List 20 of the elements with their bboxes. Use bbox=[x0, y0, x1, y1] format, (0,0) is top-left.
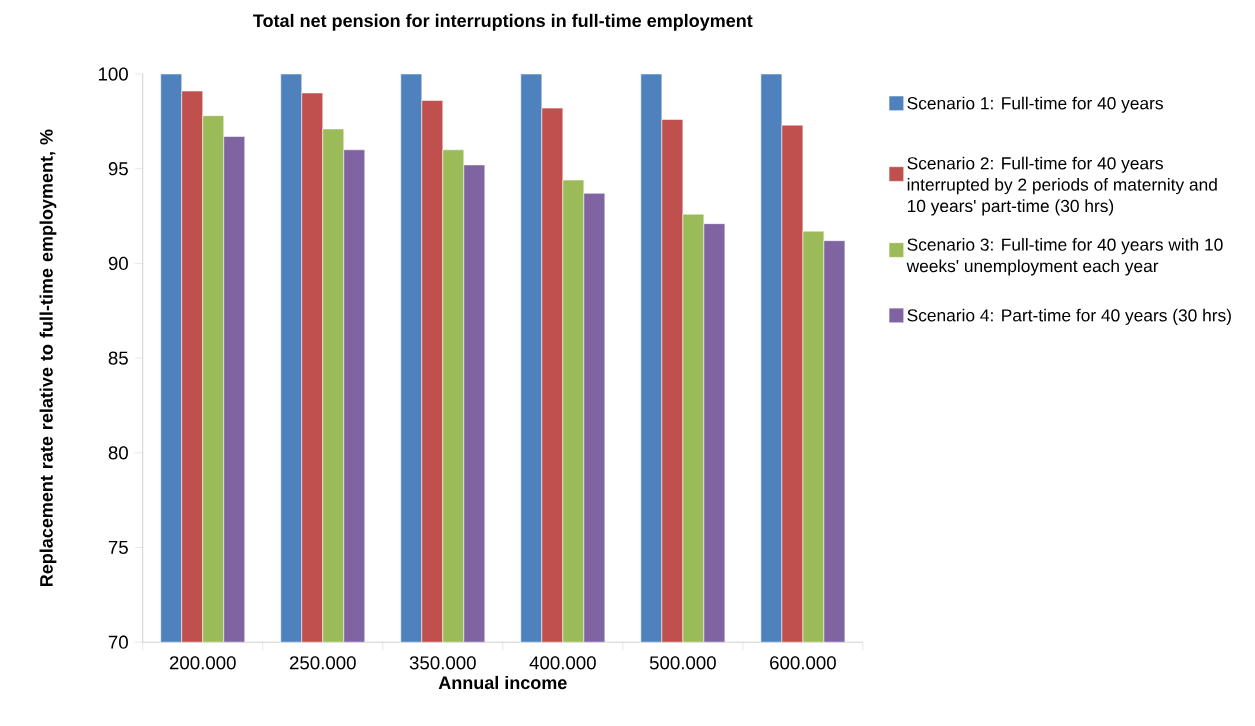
x-tick-label: 250.000 bbox=[289, 656, 356, 670]
x-axis-title: Annual income bbox=[438, 675, 567, 690]
x-tick-label: 600.000 bbox=[770, 656, 836, 670]
y-axis-title: Replacement rate relative to full-time employment, % bbox=[39, 129, 57, 586]
legend-label: Scenario 2: Full-time for 40 years interrupted by 2 periods of maternity and 10 years' part-time (30 hrs) bbox=[907, 156, 1217, 216]
legend-label: Scenario 1: Full-time for 40 years bbox=[907, 96, 1163, 113]
legend-label: Scenario 4: Part-time for 40 years (30 hrs) bbox=[907, 308, 1231, 325]
x-tick-label: 400.000 bbox=[529, 656, 596, 670]
x-tick-label: 500.000 bbox=[649, 656, 716, 670]
legend-label: Scenario 3: Full-time for 40 years with 10 weeks' unemployment each year bbox=[906, 237, 1223, 276]
x-tick-label: 200.000 bbox=[169, 656, 236, 670]
y-tick-label: 85 bbox=[108, 351, 128, 365]
y-tick-label: 95 bbox=[108, 161, 128, 176]
y-tick-label: 90 bbox=[108, 256, 128, 270]
y-tick-label: 80 bbox=[108, 446, 128, 460]
x-tick-label: 350.000 bbox=[409, 656, 476, 670]
y-tick-label: 70 bbox=[108, 635, 128, 649]
y-tick-label: 100 bbox=[98, 67, 128, 81]
chart-title: Total net pension for interruptions in full-time employment bbox=[253, 13, 753, 31]
y-tick-label: 75 bbox=[108, 540, 128, 554]
